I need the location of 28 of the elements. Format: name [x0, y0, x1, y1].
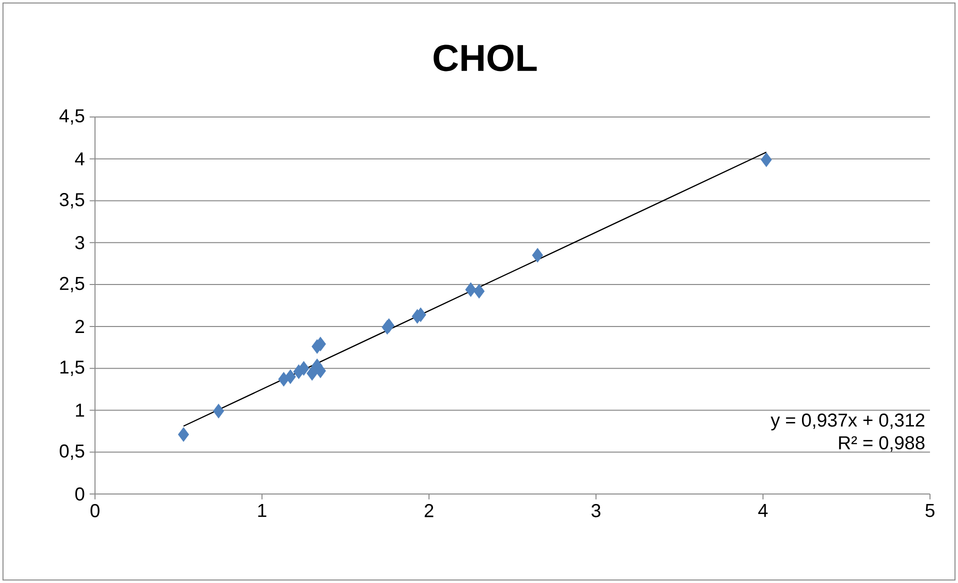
point	[213, 404, 224, 418]
x-tick-label: 0	[90, 504, 100, 518]
point	[306, 366, 318, 381]
y-tick-label: 3,5	[60, 193, 84, 208]
x-tick-label: 1	[258, 504, 266, 517]
x-tick-label: 4	[758, 504, 768, 517]
point	[298, 361, 310, 376]
y-tick-label: 2,5	[60, 276, 84, 292]
y-tick-label: 1	[76, 404, 84, 417]
y-tick-label: 1,5	[60, 360, 84, 376]
point	[284, 370, 296, 384]
annotation: R² = 0,988	[839, 436, 924, 452]
y-tick-label: 2	[76, 320, 84, 333]
x-tick-label: 3	[592, 504, 600, 518]
annotation: y = 0,937x + 0,312	[770, 413, 924, 430]
x-tick-label: 5	[926, 504, 934, 518]
y-tick-label: 0	[75, 487, 84, 501]
point	[760, 152, 772, 167]
y-tick-label: 3	[75, 236, 84, 250]
y-tick-label: 0,5	[60, 444, 84, 460]
y-tick-label: 4	[74, 152, 84, 166]
x-tick-label: 2	[424, 504, 434, 518]
point	[178, 427, 189, 442]
y-tick-label: 4,5	[59, 109, 84, 125]
point	[465, 282, 476, 297]
point	[474, 284, 485, 298]
point	[532, 248, 544, 262]
chart-title: CHOL	[434, 44, 537, 72]
